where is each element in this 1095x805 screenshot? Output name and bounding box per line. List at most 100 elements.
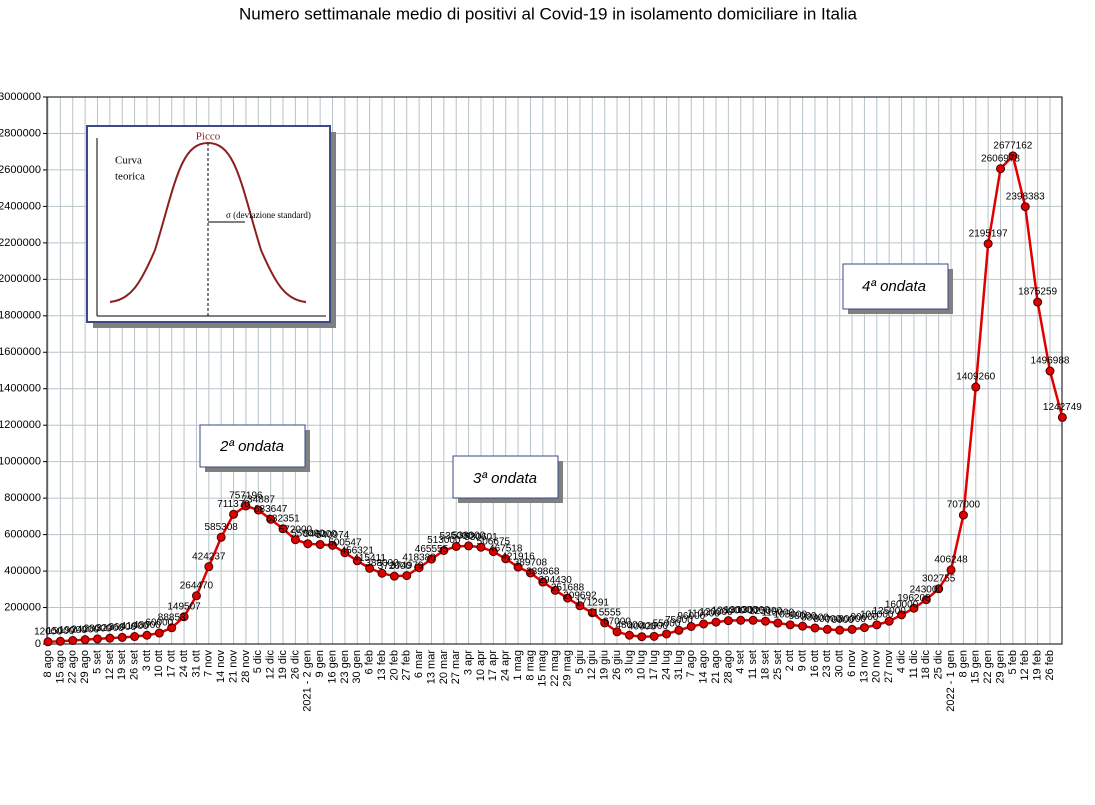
data-label: 115555 <box>588 608 621 619</box>
data-label: 125000 <box>872 606 906 617</box>
point <box>946 565 956 575</box>
x-tick-label: 15 gen <box>970 650 982 684</box>
x-tick-label: 5 dic <box>252 650 264 674</box>
inset-curve-label: Curva <box>115 155 142 167</box>
data-label: 465555 <box>415 544 449 555</box>
data-label: 80000 <box>813 614 841 625</box>
data-label: 251688 <box>551 583 585 594</box>
point <box>142 630 152 640</box>
data-label: 406248 <box>934 555 968 566</box>
annotation-text: 3ª ondata <box>473 470 537 487</box>
point <box>43 637 53 647</box>
point <box>674 625 684 635</box>
x-tick-label: 12 set <box>104 650 116 680</box>
x-tick-label: 24 apr <box>500 650 512 682</box>
data-label: 19000 <box>59 625 87 636</box>
point <box>847 624 857 634</box>
data-label: 707000 <box>947 500 981 511</box>
point <box>748 615 758 625</box>
data-label: 2606978 <box>981 153 1020 164</box>
point <box>501 554 511 564</box>
x-tick-label: 19 giu <box>599 650 611 680</box>
point <box>612 627 622 637</box>
data-label: 209692 <box>563 590 597 601</box>
x-tick-label: 4 dic <box>895 650 907 674</box>
point <box>649 631 659 641</box>
annotation-box <box>199 424 306 468</box>
x-tick-label: 20 nov <box>871 650 883 684</box>
x-tick-label: 5 set <box>91 650 103 674</box>
point <box>563 593 573 603</box>
x-tick-label: 16 ott <box>809 650 821 678</box>
point <box>278 524 288 534</box>
point <box>699 619 709 629</box>
point <box>68 636 78 646</box>
plot-area: 0 200000 400000 600000 800000 1000000 1200000 1… <box>0 91 1082 712</box>
point <box>328 540 338 550</box>
x-tick-label: 31 ott <box>190 650 202 678</box>
x-tick-label: 16 gen <box>326 650 338 684</box>
data-label: 1409260 <box>956 372 995 383</box>
data-label: 48000 <box>616 620 644 631</box>
data-label: 67000 <box>603 616 631 627</box>
data-label: 42000 <box>640 621 668 632</box>
data-label: 105000 <box>774 609 808 620</box>
point <box>1020 202 1030 212</box>
point <box>538 577 548 587</box>
data-label: 1242749 <box>1043 402 1082 413</box>
x-tick-label: 13 feb <box>376 650 388 681</box>
point <box>229 509 239 519</box>
x-tick-label: 5 feb <box>1007 650 1019 674</box>
data-label: 76000 <box>826 615 854 626</box>
point <box>55 636 65 646</box>
x-tick-label: 10 ott <box>153 650 165 678</box>
point <box>154 628 164 638</box>
x-tick-label: 10 lug <box>636 650 648 680</box>
point <box>686 621 696 631</box>
point <box>179 612 189 622</box>
data-label: 2398383 <box>1006 191 1045 202</box>
inset-curve-label: teorica <box>115 171 145 183</box>
data-label: 264470 <box>180 580 214 591</box>
point <box>971 382 981 392</box>
data-label: 75000 <box>665 615 693 626</box>
annotation-box <box>452 455 559 499</box>
data-label: 2677162 <box>993 141 1032 152</box>
point <box>414 563 424 573</box>
point <box>216 532 226 542</box>
data-label: 546000 <box>303 529 337 540</box>
point <box>92 634 102 644</box>
x-tick-label: 17 apr <box>487 650 499 682</box>
x-tick-label: 12 dic <box>265 650 277 680</box>
x-tick-label: 29 mag <box>561 650 573 687</box>
annotation: 2ª ondata 3ª ondata 4ª ondata <box>199 263 953 503</box>
data-label: 424237 <box>192 551 226 562</box>
data-label: 80000 <box>838 614 866 625</box>
data-label: 530601 <box>464 532 498 543</box>
x-tick-label: 13 mar <box>425 650 437 685</box>
point <box>402 571 412 581</box>
data-label: 374979 <box>390 560 424 571</box>
data-label: 456321 <box>341 545 375 556</box>
x-tick-label: 8 ago <box>42 650 54 678</box>
y-tick-label: 1000000 <box>0 456 41 468</box>
data-label: 196208 <box>897 593 931 604</box>
point <box>835 625 845 635</box>
x-tick-label: 18 set <box>759 650 771 680</box>
point <box>365 563 375 573</box>
point <box>352 556 362 566</box>
y-tick-label: 2200000 <box>0 237 41 249</box>
data-label: 535000 <box>440 531 474 542</box>
point <box>1033 297 1043 307</box>
x-tick-label: 3 lug <box>623 650 635 674</box>
x-tick-label: 17 ott <box>166 650 178 678</box>
y-tick-label: 2400000 <box>0 200 41 212</box>
data-label: 32000 <box>96 623 124 634</box>
x-tick-label: 26 dic <box>289 650 301 680</box>
x-tick-label: 22 gen <box>982 650 994 684</box>
data-label: 294430 <box>538 575 572 586</box>
point <box>934 584 944 594</box>
x-tick-label: 15 mag <box>537 650 549 687</box>
data-label: 467518 <box>489 543 523 554</box>
